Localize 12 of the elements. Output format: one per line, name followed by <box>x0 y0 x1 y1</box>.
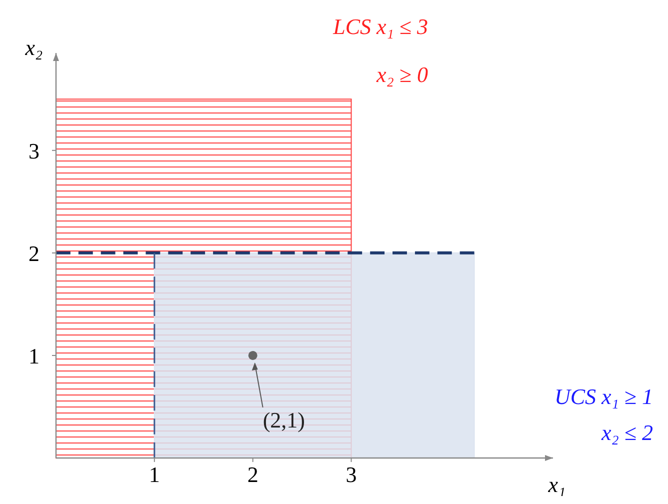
x-tick-label: 2 <box>247 462 258 487</box>
y-axis-title: x₂ <box>24 35 44 60</box>
y-tick-label: 1 <box>28 343 40 368</box>
y-tick-label: 2 <box>28 240 40 266</box>
text: x₂ ≤ 2 <box>600 420 653 445</box>
x-tick-label: 3 <box>346 462 357 487</box>
annotation: (2,1) <box>262 407 305 432</box>
text: LCS x₁ ≤ 3 <box>332 14 428 39</box>
y-tick-label: 3 <box>28 138 40 164</box>
text: UCS x₁ ≥ 1 <box>554 384 653 409</box>
annotation: x₂ ≥ 0 <box>376 62 428 87</box>
x-tick-label: 1 <box>148 462 160 487</box>
